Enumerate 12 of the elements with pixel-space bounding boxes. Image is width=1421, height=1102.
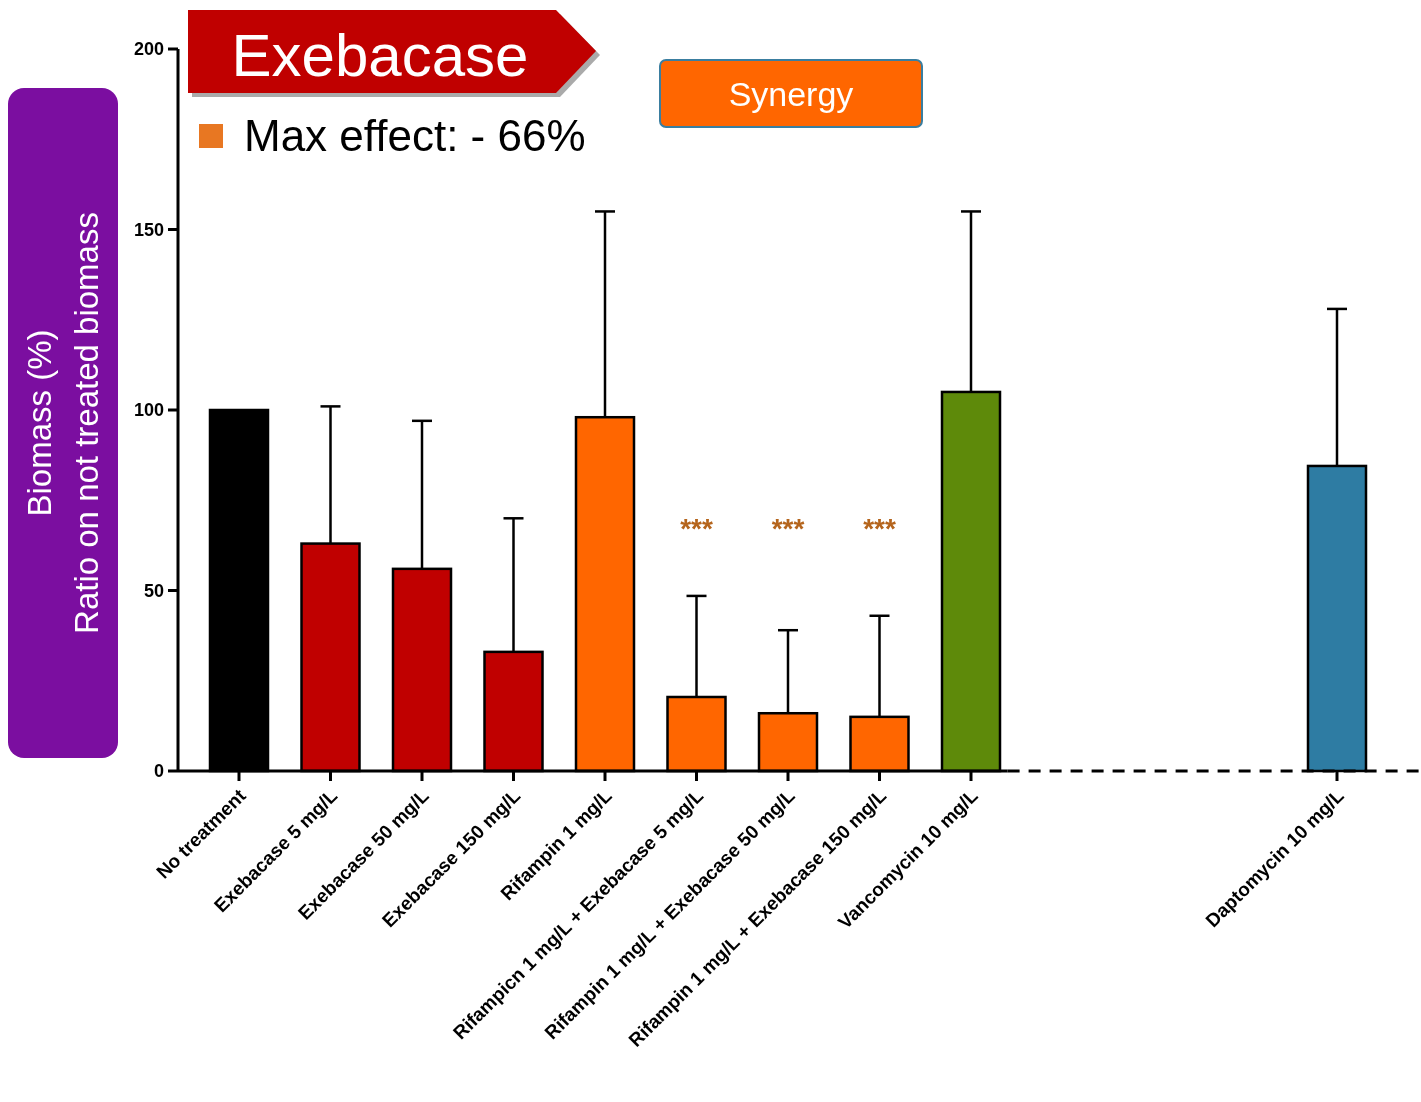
annotation: Synergy	[728, 74, 854, 113]
y-axis-title: Biomass (%) Ratio on not treated biomass	[20, 212, 106, 634]
y-tick-label: 0	[153, 761, 164, 782]
annotation: ***	[680, 512, 713, 544]
annotation: ***	[771, 512, 805, 544]
chart-title: Exebacase	[231, 22, 529, 89]
y-tick-label: 150	[133, 219, 164, 240]
y-tick-label: 50	[143, 580, 164, 601]
annotation: ***	[863, 512, 896, 544]
y-tick-label: 100	[133, 400, 164, 421]
annotation: Max effect: - 66%	[244, 111, 586, 161]
y-tick-label: 200	[133, 39, 164, 60]
